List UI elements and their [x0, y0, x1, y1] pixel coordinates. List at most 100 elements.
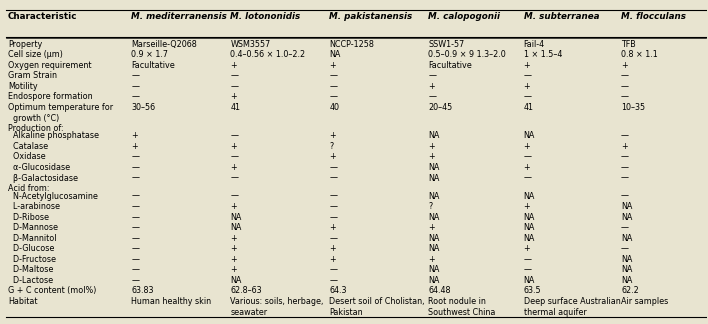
Text: NA: NA	[428, 191, 440, 201]
Text: —: —	[621, 244, 629, 253]
Text: Root nodule in
Southwest China: Root nodule in Southwest China	[428, 297, 496, 317]
Text: +: +	[524, 82, 530, 91]
Text: Characteristic: Characteristic	[8, 12, 77, 21]
Text: +: +	[524, 163, 530, 172]
Text: 10–35: 10–35	[621, 103, 645, 112]
Text: NA: NA	[621, 234, 632, 243]
Text: Air samples: Air samples	[621, 297, 668, 306]
Text: α-Glucosidase: α-Glucosidase	[8, 163, 70, 172]
Text: TFB: TFB	[621, 40, 636, 49]
Text: —: —	[621, 163, 629, 172]
Text: NA: NA	[230, 276, 241, 285]
Text: M. flocculans: M. flocculans	[621, 12, 686, 21]
Text: NA: NA	[428, 163, 440, 172]
Text: 63.5: 63.5	[524, 286, 541, 295]
Text: —: —	[329, 174, 337, 182]
Text: +: +	[428, 255, 435, 264]
Text: Various: soils, herbage,
seawater: Various: soils, herbage, seawater	[230, 297, 324, 317]
Text: +: +	[230, 163, 237, 172]
Text: —: —	[329, 213, 337, 222]
Text: D-Mannitol: D-Mannitol	[8, 234, 56, 243]
Text: —: —	[329, 163, 337, 172]
Text: D-Ribose: D-Ribose	[8, 213, 49, 222]
Text: Oxygen requirement: Oxygen requirement	[8, 61, 91, 70]
Text: —: —	[132, 223, 139, 232]
Text: —: —	[132, 92, 139, 101]
Text: —: —	[329, 92, 337, 101]
Text: —: —	[621, 191, 629, 201]
Text: Property: Property	[8, 40, 42, 49]
Text: +: +	[329, 244, 336, 253]
Text: —: —	[132, 174, 139, 182]
Text: +: +	[230, 244, 237, 253]
Text: NA: NA	[428, 234, 440, 243]
Text: —: —	[132, 213, 139, 222]
Text: M. lotononidis: M. lotononidis	[230, 12, 301, 21]
Text: Motility: Motility	[8, 82, 38, 91]
Text: D-Fructose: D-Fructose	[8, 255, 56, 264]
Text: —: —	[329, 234, 337, 243]
Text: —: —	[132, 255, 139, 264]
Text: —: —	[621, 223, 629, 232]
Text: —: —	[524, 255, 532, 264]
Text: —: —	[329, 202, 337, 211]
Text: 40: 40	[329, 103, 339, 112]
Text: +: +	[329, 255, 336, 264]
Text: —: —	[329, 71, 337, 80]
Text: NA: NA	[621, 276, 632, 285]
Text: —: —	[621, 153, 629, 161]
Text: NCCP-1258: NCCP-1258	[329, 40, 374, 49]
Text: 64.48: 64.48	[428, 286, 451, 295]
Text: M. mediterranensis: M. mediterranensis	[132, 12, 227, 21]
Text: +: +	[428, 142, 435, 151]
Text: 0.5–0.9 × 9 1.3–2.0: 0.5–0.9 × 9 1.3–2.0	[428, 50, 506, 59]
Text: Production of:: Production of:	[8, 124, 64, 133]
Text: ?: ?	[428, 202, 433, 211]
Text: ?: ?	[329, 142, 333, 151]
Text: —: —	[230, 71, 239, 80]
Text: NA: NA	[230, 213, 241, 222]
Text: Acid from:: Acid from:	[8, 184, 50, 193]
Text: NA: NA	[621, 202, 632, 211]
Text: NA: NA	[230, 223, 241, 232]
Text: +: +	[230, 61, 237, 70]
Text: +: +	[132, 142, 138, 151]
Text: —: —	[132, 234, 139, 243]
Text: +: +	[329, 223, 336, 232]
Text: —: —	[621, 92, 629, 101]
Text: NA: NA	[329, 50, 341, 59]
Text: NA: NA	[621, 255, 632, 264]
Text: NA: NA	[524, 213, 535, 222]
Text: —: —	[230, 132, 239, 140]
Text: +: +	[428, 223, 435, 232]
Text: —: —	[230, 174, 239, 182]
Text: 1 × 1.5–4: 1 × 1.5–4	[524, 50, 562, 59]
Text: Facultative: Facultative	[132, 61, 175, 70]
Text: —: —	[230, 191, 239, 201]
Text: +: +	[230, 255, 237, 264]
Text: SSW1-57: SSW1-57	[428, 40, 464, 49]
Text: 62.8–63: 62.8–63	[230, 286, 262, 295]
Text: —: —	[329, 276, 337, 285]
Text: 0.9 × 1.7: 0.9 × 1.7	[132, 50, 169, 59]
Text: Oxidase: Oxidase	[8, 153, 45, 161]
Text: +: +	[132, 132, 138, 140]
Text: —: —	[329, 265, 337, 274]
Text: M. subterranea: M. subterranea	[524, 12, 599, 21]
Text: —: —	[132, 82, 139, 91]
Text: —: —	[132, 265, 139, 274]
Text: +: +	[524, 142, 530, 151]
Text: Facultative: Facultative	[428, 61, 472, 70]
Text: +: +	[329, 61, 336, 70]
Text: 41: 41	[230, 103, 240, 112]
Text: 64.3: 64.3	[329, 286, 347, 295]
Text: G + C content (mol%): G + C content (mol%)	[8, 286, 96, 295]
Text: NA: NA	[524, 223, 535, 232]
Text: D-Glucose: D-Glucose	[8, 244, 54, 253]
Text: β-Galactosidase: β-Galactosidase	[8, 174, 78, 182]
Text: Cell size (μm): Cell size (μm)	[8, 50, 62, 59]
Text: NA: NA	[428, 213, 440, 222]
Text: —: —	[230, 153, 239, 161]
Text: N-Acetylglucosamine: N-Acetylglucosamine	[8, 191, 98, 201]
Text: +: +	[230, 92, 237, 101]
